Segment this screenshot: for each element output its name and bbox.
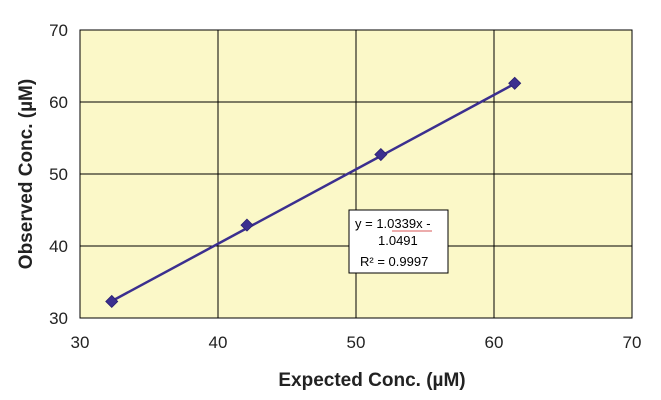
equation-line-1: y = 1.0339x - bbox=[355, 216, 431, 231]
y-tick-label: 70 bbox=[49, 21, 68, 40]
equation-box: y = 1.0339x - 1.0491 R² = 0.9997 bbox=[348, 209, 449, 274]
y-tick-label: 50 bbox=[49, 165, 68, 184]
y-tick-label: 30 bbox=[49, 309, 68, 328]
r-squared-label: R² = 0.9997 bbox=[360, 254, 428, 269]
data-point bbox=[508, 76, 522, 90]
y-tick-labels: 30 40 50 60 70 bbox=[49, 21, 68, 328]
data-point bbox=[374, 147, 388, 162]
trendline bbox=[111, 82, 516, 303]
x-tick-labels: 30 40 50 60 70 bbox=[71, 333, 642, 352]
x-tick-label: 30 bbox=[71, 333, 90, 352]
equation-line-2: 1.0491 bbox=[378, 233, 418, 248]
y-tick-label: 40 bbox=[49, 237, 68, 256]
y-tick-label: 60 bbox=[49, 93, 68, 112]
y-axis-title: Observed Conc. (µM) bbox=[16, 79, 37, 269]
x-tick-label: 40 bbox=[209, 333, 228, 352]
data-points bbox=[105, 76, 522, 309]
x-axis-title: Expected Conc. (µM) bbox=[278, 370, 465, 391]
x-tick-label: 70 bbox=[623, 333, 642, 352]
x-tick-label: 60 bbox=[485, 333, 504, 352]
data-point bbox=[105, 294, 119, 309]
x-tick-label: 50 bbox=[347, 333, 366, 352]
data-point bbox=[240, 218, 254, 232]
